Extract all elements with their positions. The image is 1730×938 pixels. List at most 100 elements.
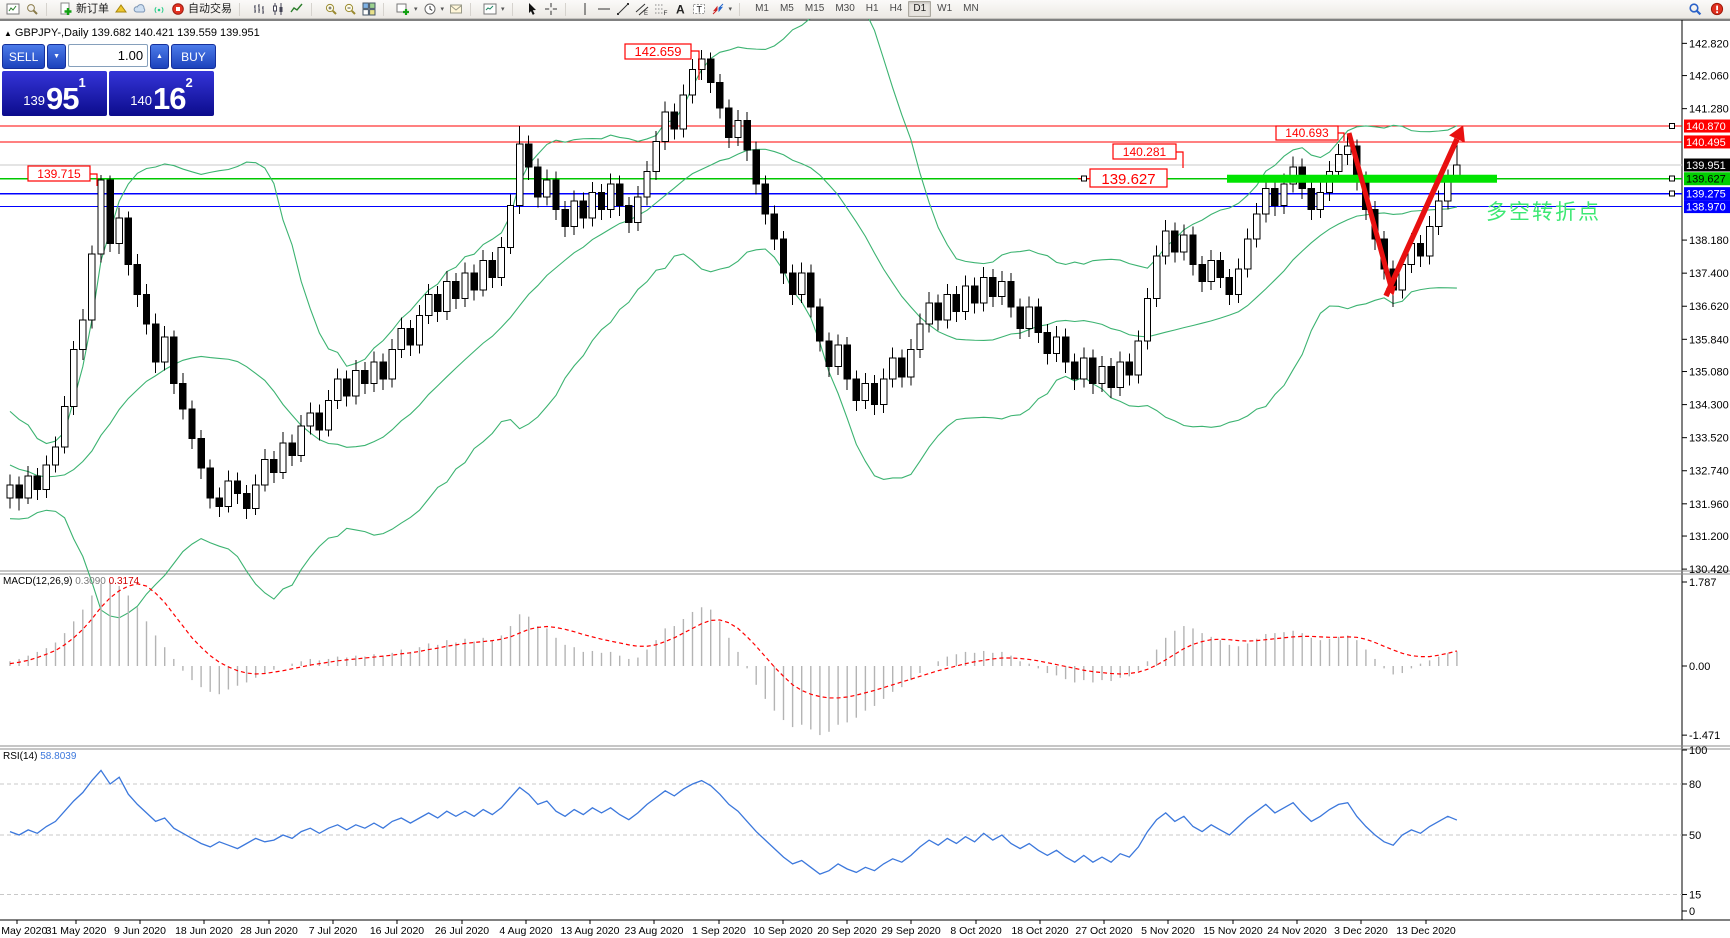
svg-text:24 Nov 2020: 24 Nov 2020 <box>1267 925 1327 937</box>
timeframe-button-H1[interactable]: H1 <box>865 3 879 14</box>
buy-button[interactable]: BUY <box>170 44 216 69</box>
toolbar-button-chart-window[interactable] <box>4 1 22 17</box>
chevron-down-icon: ▾ <box>728 6 733 13</box>
svg-text:140.495: 140.495 <box>1686 137 1726 149</box>
svg-text:138.970: 138.970 <box>1686 202 1726 214</box>
toolbar-button-bar-chart[interactable] <box>250 1 268 17</box>
toolbar-button-new-chart[interactable]: ▾ <box>394 1 420 17</box>
timeframe-button-M5[interactable]: M5 <box>779 3 794 14</box>
toolbar-button-gold[interactable] <box>112 1 130 17</box>
toolbar-button-signal[interactable] <box>150 1 168 17</box>
svg-text:F: F <box>663 10 667 16</box>
candlestick-series <box>6 50 1461 520</box>
svg-text:3 Dec 2020: 3 Dec 2020 <box>1334 925 1388 937</box>
gold-icon <box>115 4 127 13</box>
svg-text:136.620: 136.620 <box>1689 301 1729 313</box>
svg-text:16 Jul 2020: 16 Jul 2020 <box>370 925 424 937</box>
toolbar-button-search[interactable] <box>1686 1 1704 17</box>
toolbar-button-line-chart[interactable] <box>288 1 306 17</box>
toolbar-button-cursor[interactable] <box>523 1 541 17</box>
toolbar-button-market-watch[interactable] <box>23 1 41 17</box>
volume-input[interactable] <box>68 44 149 67</box>
market-watch-icon <box>27 4 38 15</box>
toolbar-button-zoom-out[interactable] <box>341 1 359 17</box>
svg-text:132.740: 132.740 <box>1689 466 1729 478</box>
timeframe-button-H4[interactable]: H4 <box>889 3 903 14</box>
new-chart-icon <box>396 3 409 15</box>
v-shape-arrows <box>1346 125 1465 298</box>
svg-text:-1.471: -1.471 <box>1689 730 1720 742</box>
trendline-icon <box>616 3 629 15</box>
chevron-down-icon: ▾ <box>501 6 505 13</box>
toolbar-button-label: 新订单 <box>76 3 109 15</box>
toolbar-button-arrows[interactable]: ▾ <box>709 1 735 17</box>
vertical-line-icon <box>584 3 586 15</box>
toolbar-button-equidistant-channel[interactable]: E <box>633 1 651 17</box>
toolbar-button-candle-chart[interactable] <box>269 1 287 17</box>
toolbar-right-group <box>1686 1 1726 17</box>
timeframe-button-D1[interactable]: D1 <box>908 1 932 17</box>
candle-chart-icon <box>273 3 283 15</box>
timeframe-button-M15[interactable]: M15 <box>804 3 825 14</box>
svg-text:15 Nov 2020: 15 Nov 2020 <box>1203 925 1263 937</box>
toolbar-button-clock[interactable]: ▾ <box>421 1 447 17</box>
toolbar-separator <box>46 2 53 16</box>
toolbar-button-trendline[interactable] <box>614 1 632 17</box>
svg-text:50: 50 <box>1689 830 1701 842</box>
turning-point-annotation: 多空转折点 <box>1486 201 1601 224</box>
horizontal-line-icon <box>597 8 610 10</box>
toolbar-button-crosshair[interactable] <box>542 1 560 17</box>
timeframe-button-W1[interactable]: W1 <box>937 3 953 14</box>
svg-text:18 Jun 2020: 18 Jun 2020 <box>175 925 233 937</box>
svg-text:8 Oct 2020: 8 Oct 2020 <box>950 925 1002 937</box>
svg-text:T: T <box>696 5 702 15</box>
toolbar-separator <box>511 2 519 16</box>
timeframe-button-M1[interactable]: M1 <box>755 3 769 14</box>
svg-text:29 Sep 2020: 29 Sep 2020 <box>881 925 941 937</box>
toolbar-button-zoom-in[interactable] <box>322 1 340 17</box>
toolbar-button-chart-shift[interactable]: ▾ <box>481 1 507 17</box>
text-label-icon: T <box>692 4 705 15</box>
buy-price-button[interactable]: 140 16 2 <box>109 71 214 116</box>
svg-text:139.627: 139.627 <box>1101 171 1155 188</box>
chart-shift-icon <box>483 3 497 15</box>
toolbar-button-vertical-line[interactable] <box>576 1 594 17</box>
text-icon: A <box>676 3 685 17</box>
sell-price-button[interactable]: 139 95 1 <box>2 71 107 116</box>
svg-text:1.787: 1.787 <box>1689 577 1717 589</box>
toolbar-button-new-order[interactable]: 新订单 <box>57 1 111 17</box>
toolbar-button-horizontal-line[interactable] <box>595 1 613 17</box>
toolbar-button-tile-windows[interactable] <box>360 1 378 17</box>
toolbar-separator <box>470 2 477 16</box>
svg-text:142.820: 142.820 <box>1689 38 1729 50</box>
crosshair-icon <box>544 3 557 15</box>
svg-text:13 Aug 2020: 13 Aug 2020 <box>561 925 620 937</box>
svg-text:26 Jul 2020: 26 Jul 2020 <box>435 925 489 937</box>
sell-price-figure: 139 <box>23 93 45 108</box>
line-chart-icon <box>290 3 303 13</box>
sell-button[interactable]: SELL <box>2 44 46 69</box>
timeframe-button-M30[interactable]: M30 <box>835 3 855 14</box>
toolbar-button-text[interactable]: A <box>671 1 689 17</box>
toolbar-button-text-label[interactable]: T <box>690 1 708 17</box>
toolbar-button-fibonacci[interactable]: F <box>652 1 670 17</box>
volume-increase-button[interactable]: ▲ <box>150 44 169 69</box>
sell-price-pips: 95 <box>45 81 79 116</box>
svg-text:140.870: 140.870 <box>1686 121 1726 133</box>
toolbar-button-mail[interactable] <box>447 1 465 17</box>
signal-icon <box>154 6 164 14</box>
svg-text:141.280: 141.280 <box>1689 104 1729 116</box>
volume-decrease-button[interactable]: ▼ <box>47 44 67 69</box>
svg-text:140.693: 140.693 <box>1285 126 1329 140</box>
zoom-in-icon <box>325 3 337 15</box>
pane-separators <box>0 570 1730 750</box>
timeframe-button-MN[interactable]: MN <box>963 3 979 14</box>
svg-text:100: 100 <box>1689 745 1707 757</box>
toolbar-button-autotrading[interactable]: 自动交易 <box>169 1 234 17</box>
toolbar-button-cloud[interactable] <box>131 1 149 17</box>
chart-frame <box>0 19 1730 921</box>
toolbar-button-notification[interactable] <box>1708 1 1726 17</box>
svg-text:5 Nov 2020: 5 Nov 2020 <box>1141 925 1195 937</box>
svg-text:140.281: 140.281 <box>1123 145 1167 159</box>
